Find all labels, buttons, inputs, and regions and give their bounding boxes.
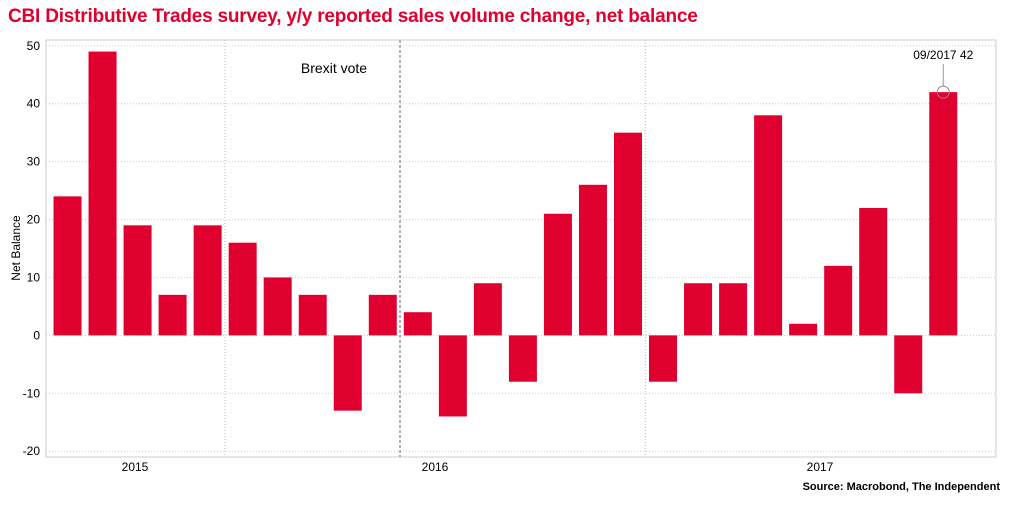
plot-frame [45,39,997,458]
bar [684,283,713,336]
bar [88,51,117,336]
bar [53,196,82,336]
annotation-marker [936,85,950,99]
y-axis-label: Net Balance [9,215,23,281]
bar [263,277,292,336]
y-tick-label: 50 [27,39,41,53]
y-tick-label: -10 [23,386,41,400]
y-tick-label: 40 [27,97,41,111]
bar [578,184,607,336]
bar [649,335,678,382]
y-tick-label: -20 [23,444,41,458]
y-tick-label: 10 [27,270,41,284]
bar [824,265,853,336]
bar [368,294,397,336]
grid-lines [46,45,996,452]
bar [859,207,888,336]
last-value-annotation: 09/2017 42 [913,48,974,99]
bar [894,335,923,394]
bar [473,283,502,336]
bar [333,335,362,411]
bar [158,294,187,336]
bar [929,92,958,336]
x-tick-label: 2015 [122,460,149,474]
bar [298,294,327,336]
bar [789,323,818,336]
source-note: Source: Macrobond, The Independent [802,481,1000,493]
bar [438,335,467,417]
chart-title: CBI Distributive Trades survey, y/y repo… [8,6,698,27]
y-tick-label: 0 [33,328,40,342]
bar [228,242,257,336]
x-tick-label: 2017 [807,460,834,474]
bar [193,225,222,336]
x-axis-labels: 2015 2016 2017 [122,460,834,474]
year-separators [224,40,646,457]
y-axis-ticks: -20 -10 0 10 20 30 40 50 [23,39,41,458]
annotation-label: 09/2017 42 [913,48,973,62]
bar [123,225,152,336]
bar [754,115,783,336]
y-tick-label: 20 [27,213,41,227]
brexit-vote-label: Brexit vote [301,60,367,76]
bar [543,213,572,336]
bar [403,312,432,336]
bars [53,51,958,417]
bar [719,283,748,336]
bar [613,132,642,336]
bar [508,335,537,382]
y-tick-label: 30 [27,155,41,169]
x-tick-label: 2016 [422,460,449,474]
